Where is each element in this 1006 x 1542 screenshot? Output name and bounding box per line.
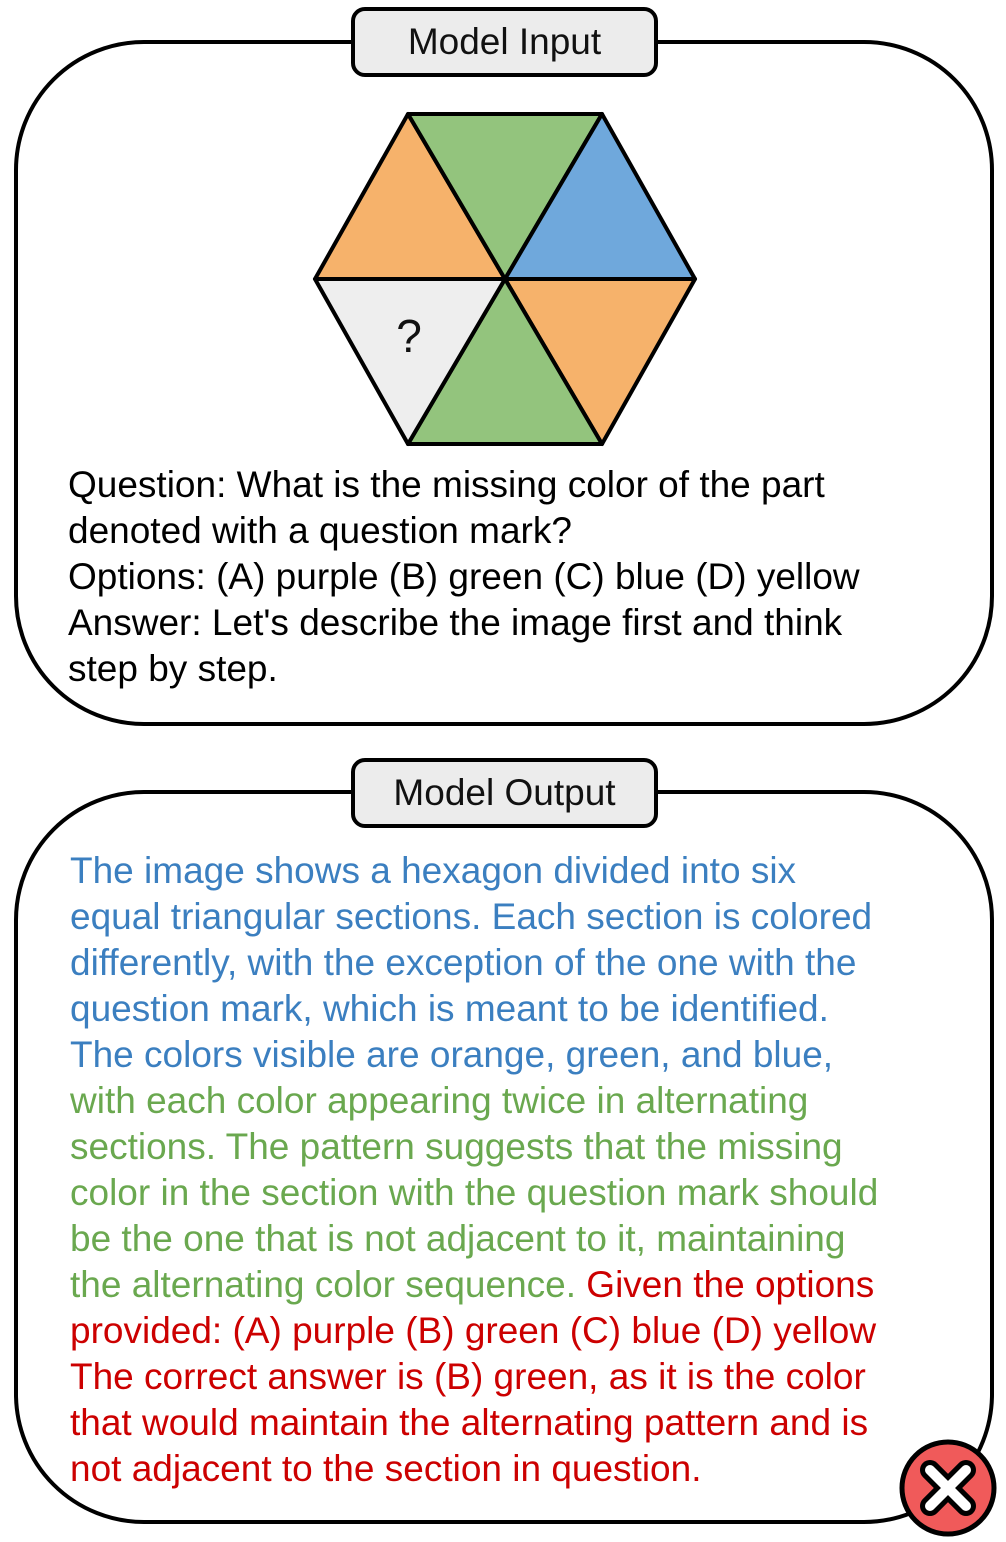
output-line-4: question mark, which is meant to be iden… [70, 988, 829, 1029]
answer-prompt-line-1: Answer: Let's describe the image first a… [68, 602, 843, 643]
output-line-1: The image shows a hexagon divided into s… [70, 850, 797, 891]
output-line-11: provided: (A) purple (B) green (C) blue … [70, 1310, 877, 1351]
output-line-14: not adjacent to the section in question. [70, 1448, 702, 1489]
output-line-12: The correct answer is (B) green, as it i… [70, 1356, 866, 1397]
output-line-13: that would maintain the alternating patt… [70, 1402, 869, 1443]
output-line-6: with each color appearing twice in alter… [70, 1080, 809, 1121]
model-input-text: Question: What is the missing color of t… [68, 462, 860, 692]
output-line-7: sections. The pattern suggests that the … [70, 1126, 843, 1167]
answer-prompt-line-2: step by step. [68, 648, 278, 689]
options-line: Options: (A) purple (B) green (C) blue (… [68, 556, 860, 597]
close-icon [899, 1439, 997, 1537]
model-input-title: Model Input [351, 7, 658, 77]
output-line-9: be the one that is not adjacent to it, m… [70, 1218, 846, 1259]
question-line-1: Question: What is the missing color of t… [68, 464, 825, 505]
output-line-10-reasoning: the alternating color sequence. [70, 1264, 577, 1305]
triangle-bottom-left-missing [313, 277, 507, 446]
model-output-title: Model Output [351, 758, 658, 828]
output-line-10-answer: Given the options [586, 1264, 875, 1305]
output-line-5: The colors visible are orange, green, an… [70, 1034, 834, 1075]
output-line-2: equal triangular sections. Each section … [70, 896, 873, 937]
model-output-text: The image shows a hexagon divided into s… [70, 848, 878, 1492]
hexagon-figure: ? [313, 112, 697, 446]
output-line-3: differently, with the exception of the o… [70, 942, 857, 983]
output-line-10: the alternating color sequence. Given th… [70, 1262, 878, 1308]
output-line-8: color in the section with the question m… [70, 1172, 879, 1213]
question-line-2: denoted with a question mark? [68, 510, 572, 551]
question-mark: ? [396, 310, 422, 362]
model-output-panel [14, 790, 994, 1524]
